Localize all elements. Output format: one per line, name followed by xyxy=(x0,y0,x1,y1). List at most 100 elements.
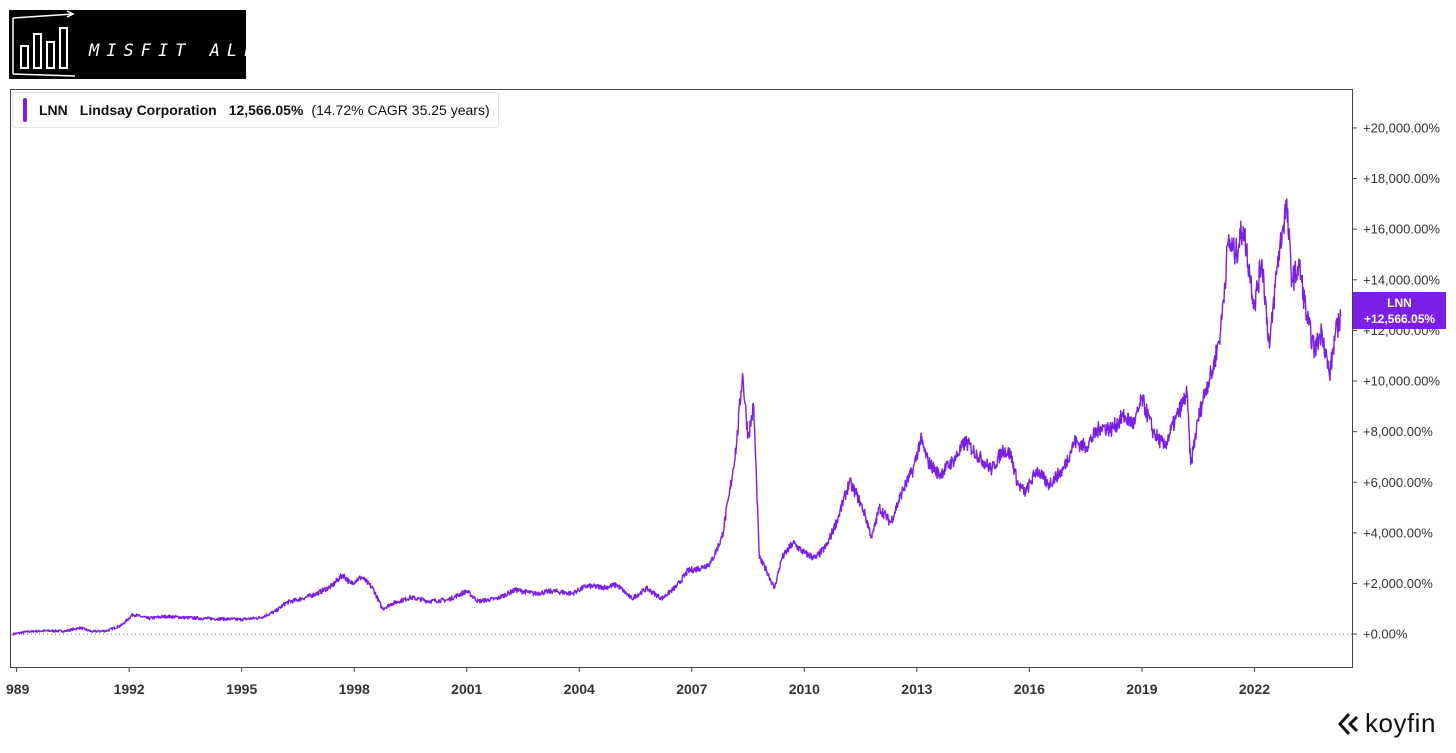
series-data-point xyxy=(975,452,979,456)
series-data-point xyxy=(855,493,859,497)
legend-total-return: 12,566.05% xyxy=(228,102,304,118)
series-data-point xyxy=(772,587,776,591)
series-data-point xyxy=(1312,349,1316,353)
series-data-point xyxy=(408,595,412,599)
series-data-point xyxy=(1121,414,1125,418)
series-data-point xyxy=(240,617,244,621)
y-tick-label: +16,000.00% xyxy=(1363,222,1440,237)
x-tick-label: 2004 xyxy=(564,681,595,697)
series-data-point xyxy=(889,521,893,525)
series-data-point xyxy=(476,599,480,603)
series-data-point xyxy=(1219,328,1223,332)
series-data-point xyxy=(90,630,94,634)
series-data-point xyxy=(1084,445,1088,449)
series-data-point xyxy=(1247,265,1251,269)
series-data-point xyxy=(1132,422,1136,426)
series-data-point xyxy=(1110,427,1114,431)
x-tick-label: 2019 xyxy=(1126,681,1157,697)
plot-frame xyxy=(10,89,1353,668)
series-data-point xyxy=(825,544,829,548)
y-tick-label: +0.00% xyxy=(1363,627,1408,642)
series-data-point xyxy=(709,561,713,565)
x-tick-label: 2010 xyxy=(789,681,820,697)
series-data-point xyxy=(11,632,15,636)
x-tick-label: 2022 xyxy=(1239,681,1270,697)
series-data-point xyxy=(1234,252,1238,256)
series-data-point xyxy=(1333,333,1337,337)
x-tick-label: 1998 xyxy=(339,681,370,697)
series-data-point xyxy=(791,541,795,545)
series-data-point xyxy=(1099,425,1103,429)
series-data-point xyxy=(1061,468,1065,472)
series-data-point xyxy=(380,607,384,611)
series-data-point xyxy=(757,556,761,560)
series-data-point xyxy=(1320,328,1324,332)
series-data-point xyxy=(1281,227,1285,231)
series-data-point xyxy=(1241,225,1245,229)
series-data-point xyxy=(1260,258,1264,262)
series-data-point xyxy=(1252,303,1256,307)
x-tick-label: 989 xyxy=(6,681,30,697)
y-tick-label: +2,000.00% xyxy=(1363,576,1433,591)
y-tick-label: +18,000.00% xyxy=(1363,171,1440,186)
series-data-point xyxy=(105,629,109,633)
misfit-alpha-logo: MISFIT ALPHA xyxy=(9,10,289,79)
series-data-point xyxy=(570,592,574,596)
series-data-point xyxy=(371,587,375,591)
series-data-point xyxy=(360,575,364,579)
series-data-point xyxy=(660,597,664,601)
series-data-point xyxy=(740,371,744,375)
series-data-point xyxy=(1339,314,1343,318)
series-data-point xyxy=(1162,445,1166,449)
series-data-point xyxy=(1196,417,1200,421)
series-data-point xyxy=(315,592,319,596)
series-data-point xyxy=(720,536,724,540)
series-data-point xyxy=(926,460,930,464)
x-axis: 989 1992 1995 1998 2001 2004 2007 2010 2013 2016 2… xyxy=(6,667,1270,697)
series-data-point xyxy=(446,598,450,602)
y-tick-label: +8,000.00% xyxy=(1363,424,1433,439)
x-tick-label: 2001 xyxy=(451,681,482,697)
series-data-point xyxy=(604,585,608,589)
series-data-point xyxy=(836,516,840,520)
x-tick-label: 1992 xyxy=(114,681,145,697)
series-data-point xyxy=(63,629,67,633)
series-data-point xyxy=(1009,452,1013,456)
series-data-point xyxy=(1297,265,1301,269)
series-data-point xyxy=(390,602,394,606)
series-data-point xyxy=(1327,374,1331,378)
series-data-point xyxy=(330,584,334,588)
last-value-badge: LNN +12,566.05% xyxy=(1353,292,1446,329)
series-data-point xyxy=(348,581,352,585)
koyfin-logo-icon xyxy=(1337,712,1359,735)
series-data-point xyxy=(1185,392,1189,396)
series-data-point xyxy=(645,587,649,591)
y-tick-label: +6,000.00% xyxy=(1363,475,1433,490)
series-data-point xyxy=(697,566,701,570)
series-data-point xyxy=(551,589,555,593)
series-data-point xyxy=(1275,265,1279,269)
series-data-point xyxy=(615,583,619,587)
series-data-point xyxy=(765,569,769,573)
series-data-point xyxy=(1024,490,1028,494)
series-data-point xyxy=(202,616,206,620)
series-data-point xyxy=(877,506,881,510)
series-data-point xyxy=(146,616,150,620)
series-data-point xyxy=(1072,440,1076,444)
series-data-point xyxy=(1189,463,1193,467)
chart-legend[interactable]: LNN Lindsay Corporation 12,566.05% (14.7… xyxy=(12,92,499,128)
series-data-point xyxy=(735,440,739,444)
series-data-point xyxy=(1267,346,1271,350)
series-data-point xyxy=(45,629,49,633)
legend-swatch xyxy=(23,98,27,122)
series-data-point xyxy=(952,457,956,461)
series-data-point xyxy=(675,584,679,588)
series-data-point xyxy=(1140,397,1144,401)
legend-ticker: LNN xyxy=(39,102,68,118)
series-line-lnn[interactable] xyxy=(12,198,1342,636)
x-tick-label: 1995 xyxy=(226,681,257,697)
series-data-point xyxy=(532,592,536,596)
series-data-point xyxy=(427,599,431,603)
series-data-point xyxy=(630,597,634,601)
series-data-point xyxy=(300,597,304,601)
